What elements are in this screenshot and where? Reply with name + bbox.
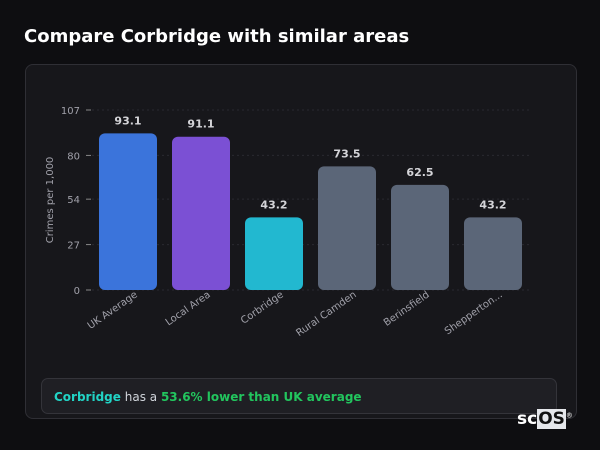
y-tick-label: 0 <box>74 286 80 297</box>
bar <box>99 133 157 290</box>
bar <box>318 166 376 290</box>
y-tick-label: 107 <box>61 106 80 117</box>
x-tick-label: Shepperton... <box>443 289 505 337</box>
bar <box>172 136 230 290</box>
bar <box>245 217 303 290</box>
x-tick-label: Corbridge <box>239 289 286 326</box>
x-tick-label: Berinsfield <box>382 289 432 328</box>
bar <box>391 184 449 290</box>
x-tick-label: Local Area <box>164 289 213 328</box>
data-label: 62.5 <box>406 166 433 179</box>
summary-text: has a <box>120 390 161 404</box>
data-label: 73.5 <box>333 147 360 160</box>
data-label: 91.1 <box>187 118 214 131</box>
x-tick-label: UK Average <box>86 289 140 331</box>
data-label: 93.1 <box>114 114 141 127</box>
summary-comparison: 53.6% lower than UK average <box>160 390 362 404</box>
data-label: 43.2 <box>260 198 287 211</box>
y-tick-label: 80 <box>67 151 80 162</box>
y-tick-label: 27 <box>67 241 80 252</box>
summary-area: Corbridge <box>54 390 121 404</box>
x-tick-label: Rural Camden <box>294 289 358 339</box>
logo: scOS® <box>517 409 573 429</box>
y-tick-label: 54 <box>67 195 80 206</box>
y-axis-label: Crimes per 1,000 <box>45 157 56 244</box>
data-label: 43.2 <box>479 198 506 211</box>
page-title: Compare Corbridge with similar areas <box>24 26 410 47</box>
summary-box: Corbridge has a 53.6% lower than UK aver… <box>41 378 557 414</box>
bar <box>464 217 522 290</box>
